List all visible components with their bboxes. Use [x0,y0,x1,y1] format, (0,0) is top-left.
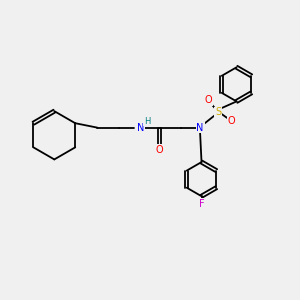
Text: N: N [196,123,204,133]
Text: N: N [137,123,144,133]
Text: O: O [156,145,164,155]
Text: H: H [144,117,150,126]
Text: O: O [228,116,236,126]
Text: O: O [204,95,212,105]
Text: F: F [199,199,204,208]
Text: S: S [215,107,221,117]
